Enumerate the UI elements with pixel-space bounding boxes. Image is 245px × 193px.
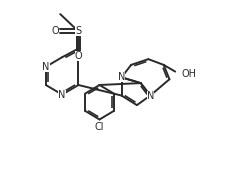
Text: OH: OH — [182, 69, 197, 80]
Text: O: O — [52, 26, 59, 36]
Text: N: N — [118, 72, 125, 82]
Text: N: N — [42, 62, 49, 72]
Text: S: S — [75, 26, 82, 36]
Text: O: O — [75, 51, 82, 61]
Text: Cl: Cl — [95, 122, 104, 132]
Text: N: N — [147, 91, 154, 101]
Text: N: N — [59, 90, 66, 100]
